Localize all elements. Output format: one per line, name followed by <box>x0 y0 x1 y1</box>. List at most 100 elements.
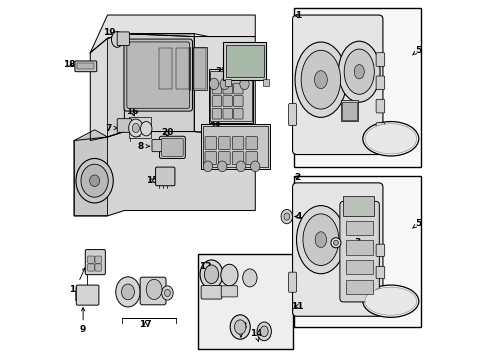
Bar <box>343 196 373 216</box>
FancyBboxPatch shape <box>218 136 230 149</box>
FancyBboxPatch shape <box>223 96 232 107</box>
Text: 1: 1 <box>294 11 301 20</box>
FancyBboxPatch shape <box>76 285 99 305</box>
FancyBboxPatch shape <box>152 139 165 152</box>
Ellipse shape <box>296 206 345 274</box>
FancyBboxPatch shape <box>339 201 379 302</box>
Ellipse shape <box>364 287 416 315</box>
Ellipse shape <box>221 264 238 286</box>
FancyBboxPatch shape <box>288 104 296 126</box>
FancyBboxPatch shape <box>117 32 129 45</box>
FancyBboxPatch shape <box>223 83 232 94</box>
Text: 13: 13 <box>234 322 246 337</box>
FancyBboxPatch shape <box>126 42 189 108</box>
FancyBboxPatch shape <box>292 183 382 316</box>
Text: 2: 2 <box>294 173 300 182</box>
Ellipse shape <box>128 119 142 137</box>
Polygon shape <box>107 34 194 137</box>
FancyBboxPatch shape <box>95 256 101 263</box>
Ellipse shape <box>314 232 326 248</box>
FancyBboxPatch shape <box>140 277 165 305</box>
FancyBboxPatch shape <box>232 152 244 165</box>
FancyBboxPatch shape <box>212 96 221 107</box>
FancyBboxPatch shape <box>218 152 230 165</box>
FancyBboxPatch shape <box>85 249 105 275</box>
Ellipse shape <box>353 64 364 79</box>
Ellipse shape <box>89 175 100 186</box>
Ellipse shape <box>162 286 173 300</box>
Polygon shape <box>74 132 255 216</box>
Text: 21: 21 <box>208 122 221 131</box>
Ellipse shape <box>236 161 245 172</box>
Bar <box>224 79 230 86</box>
Bar <box>210 71 251 121</box>
Ellipse shape <box>146 279 162 300</box>
Ellipse shape <box>284 213 289 220</box>
Ellipse shape <box>239 78 249 90</box>
FancyBboxPatch shape <box>233 108 243 119</box>
FancyBboxPatch shape <box>233 83 243 94</box>
FancyBboxPatch shape <box>245 152 257 165</box>
Bar <box>208 69 253 123</box>
Ellipse shape <box>164 289 170 297</box>
Ellipse shape <box>220 78 229 90</box>
FancyBboxPatch shape <box>88 264 94 271</box>
Bar <box>175 47 190 90</box>
Text: 12: 12 <box>199 262 212 277</box>
Text: 9: 9 <box>80 307 86 334</box>
FancyBboxPatch shape <box>159 136 185 158</box>
FancyBboxPatch shape <box>233 96 243 107</box>
FancyBboxPatch shape <box>155 167 175 186</box>
Text: 15: 15 <box>145 176 158 185</box>
Ellipse shape <box>81 164 108 197</box>
Ellipse shape <box>364 124 416 154</box>
Ellipse shape <box>294 42 346 117</box>
Bar <box>75 290 80 300</box>
Bar <box>198 253 292 348</box>
Text: 19: 19 <box>102 28 115 37</box>
Text: 7: 7 <box>105 123 117 132</box>
FancyBboxPatch shape <box>204 152 216 165</box>
Ellipse shape <box>76 158 113 203</box>
Bar <box>192 47 207 90</box>
Ellipse shape <box>230 315 250 339</box>
Ellipse shape <box>362 122 418 156</box>
Bar <box>203 126 267 167</box>
FancyBboxPatch shape <box>204 136 216 149</box>
Text: 6: 6 <box>77 176 86 185</box>
Bar <box>346 221 372 235</box>
Text: 18: 18 <box>63 60 76 69</box>
FancyBboxPatch shape <box>75 61 97 72</box>
FancyBboxPatch shape <box>124 39 192 111</box>
Bar <box>346 240 372 255</box>
FancyBboxPatch shape <box>288 272 296 292</box>
FancyBboxPatch shape <box>223 108 232 119</box>
Ellipse shape <box>338 41 379 102</box>
FancyBboxPatch shape <box>88 256 94 263</box>
Bar <box>225 45 263 77</box>
Ellipse shape <box>257 322 271 341</box>
Bar <box>340 100 357 121</box>
Bar <box>117 123 120 130</box>
FancyBboxPatch shape <box>117 119 131 132</box>
FancyBboxPatch shape <box>232 136 244 149</box>
FancyBboxPatch shape <box>221 286 237 297</box>
Text: 8: 8 <box>137 142 149 151</box>
Text: 5: 5 <box>412 219 421 228</box>
Ellipse shape <box>344 49 373 94</box>
Bar <box>346 260 372 274</box>
Text: 14: 14 <box>249 329 262 341</box>
FancyBboxPatch shape <box>375 244 384 256</box>
Ellipse shape <box>209 78 218 90</box>
Ellipse shape <box>217 161 226 172</box>
FancyBboxPatch shape <box>375 266 384 279</box>
FancyBboxPatch shape <box>375 99 384 113</box>
FancyBboxPatch shape <box>95 264 101 271</box>
Text: 20: 20 <box>161 128 173 137</box>
Polygon shape <box>90 34 255 140</box>
Bar <box>158 47 172 90</box>
FancyBboxPatch shape <box>375 53 384 66</box>
FancyBboxPatch shape <box>201 285 222 299</box>
Ellipse shape <box>250 161 260 172</box>
FancyBboxPatch shape <box>375 76 384 90</box>
